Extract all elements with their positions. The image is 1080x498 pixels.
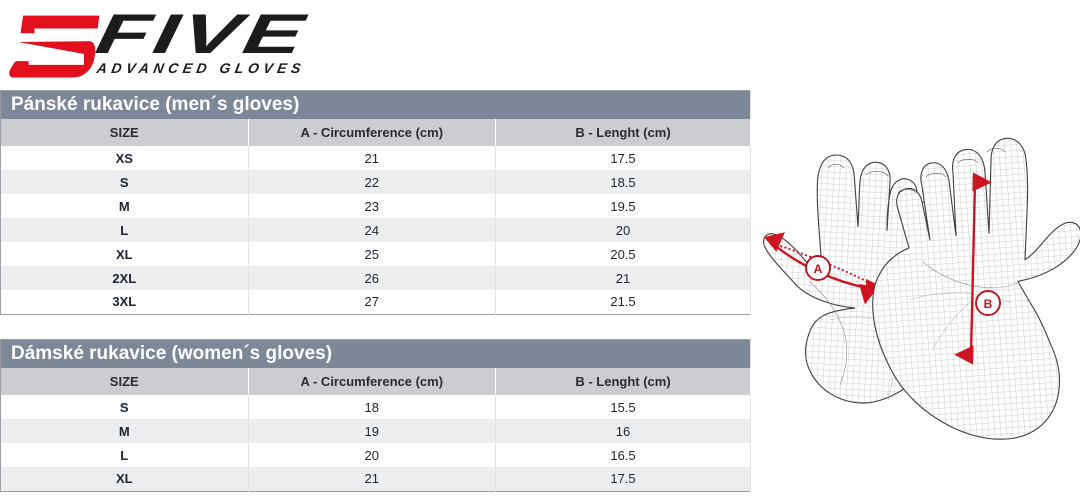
svg-text:A: A [814,262,823,276]
svg-text:B: B [984,297,993,311]
